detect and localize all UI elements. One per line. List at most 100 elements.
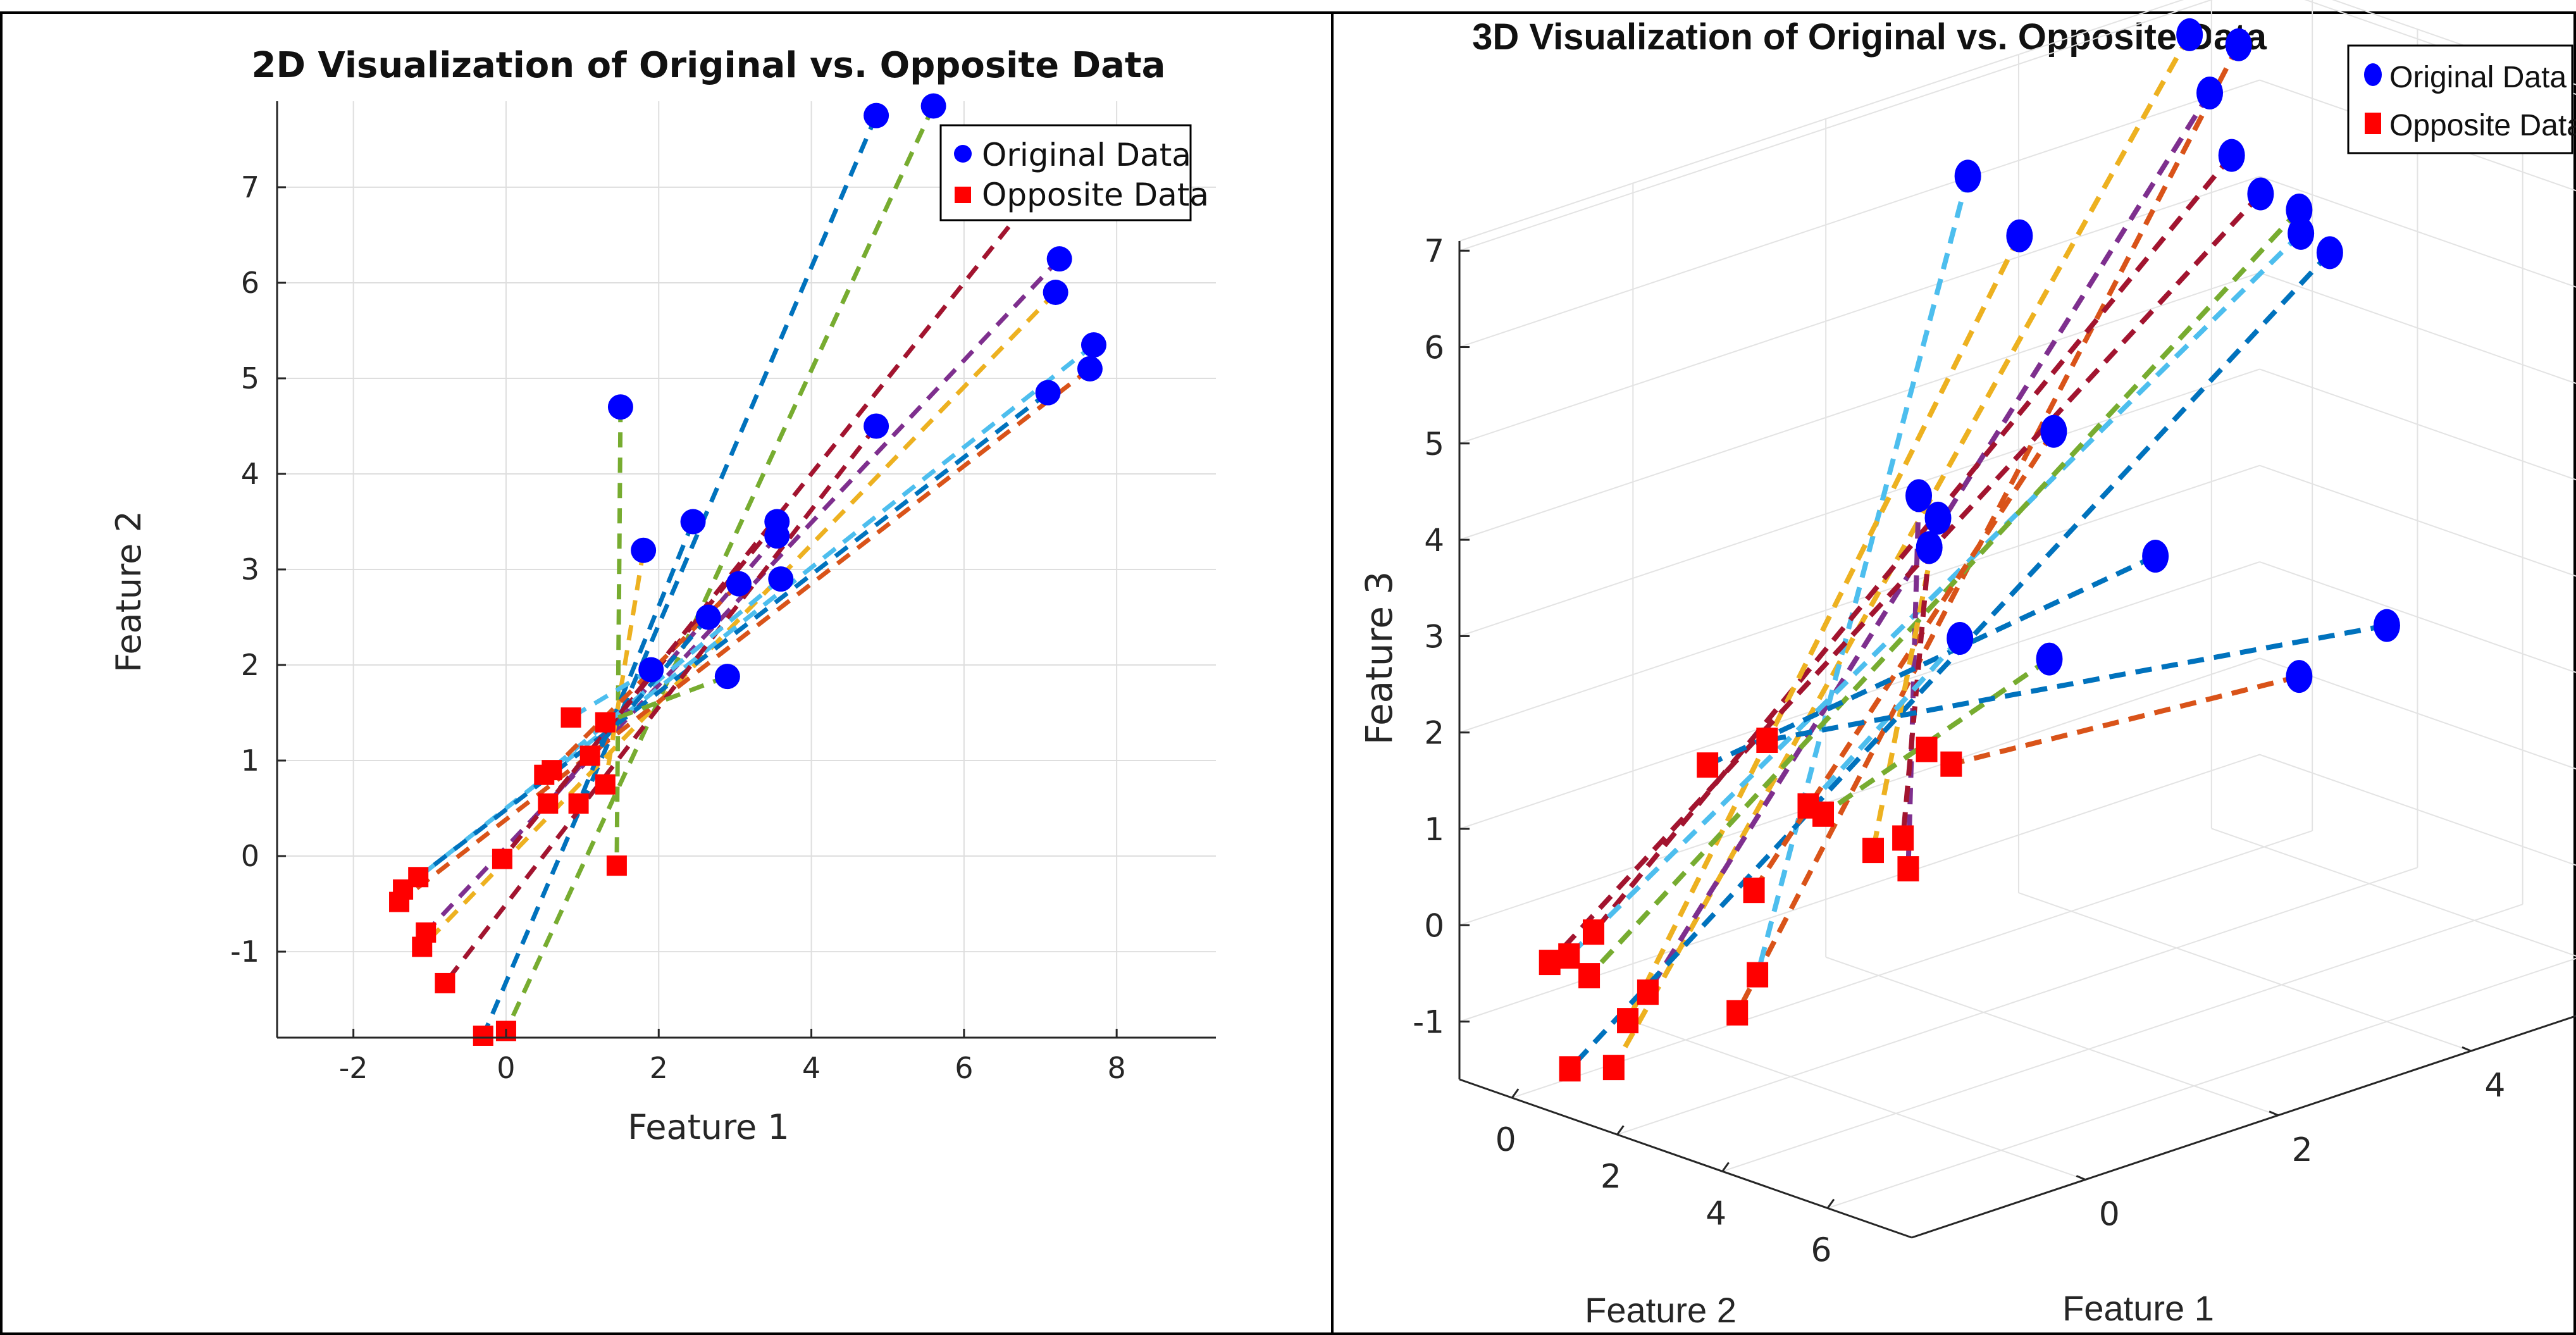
chart-3d-point-s1-9 (1747, 962, 1769, 988)
chart-3d-xtick-mark-1 (2269, 1110, 2279, 1117)
chart-3d-zlabel: Feature 3 (1358, 571, 1401, 745)
chart-3d-xaxis-line (1911, 1015, 2576, 1239)
chart-3d-grid-ywall-z-8 (1459, 0, 2213, 252)
chart-3d-ytick-mark-2 (1721, 1162, 1730, 1172)
chart-3d-point-s0-10 (2040, 414, 2067, 448)
chart-3d-ztick-label-1: 0 (1424, 907, 1444, 944)
chart-3d-legend-original-label: Original Data (2389, 61, 2567, 94)
chart-3d-xtick-label-1: 2 (2292, 1131, 2313, 1169)
chart-2d: 2D Visualization of Original vs. Opposit… (109, 45, 1216, 1147)
chart-2d-legend: Original Data Opposite Data (939, 124, 1209, 221)
chart-2d-grid (277, 101, 1216, 1038)
chart-2d-legend-box (939, 124, 1192, 221)
chart-2d-legend-original-marker (954, 145, 972, 163)
chart-3d-point-s0-8 (2286, 193, 2313, 227)
chart-3d-link-16 (1821, 657, 2051, 817)
chart-3d-grid-floor-x-3 (2211, 828, 2576, 957)
chart-2d-link-6 (417, 390, 1050, 879)
chart-3d-xtick-mark-0 (2076, 1175, 2086, 1181)
chart-2d-link-1 (504, 105, 936, 1032)
chart-2d-link-3 (420, 290, 1058, 948)
chart-2d-links (397, 105, 1096, 1037)
chart-2d-point-s0-6 (1035, 380, 1061, 406)
chart-2d-link-0 (481, 115, 879, 1037)
chart-3d-ztick-label-3: 2 (1424, 715, 1444, 752)
chart-3d-ytick-label-3: 6 (1811, 1231, 1831, 1269)
chart-2d-point-s1-9 (606, 855, 627, 876)
chart-2d-link-7 (443, 425, 878, 985)
chart-2d-xtick-label-2: 2 (650, 1051, 668, 1085)
chart-2d-point-s0-15 (695, 604, 721, 630)
chart-2d-point-s0-0 (864, 102, 889, 128)
chart-3d-link-8 (1587, 208, 2301, 978)
chart-3d-grid-xwall-z-2 (2259, 561, 2576, 673)
chart-2d-ytick-label-3: 2 (241, 648, 259, 682)
chart-3d-legend-opposite-label: Opposite Data (2389, 109, 2576, 142)
chart-2d-point-s0-13 (768, 566, 794, 592)
chart-2d-ticks: -2 0 2 4 6 8 -1 0 1 2 3 4 5 6 7 (230, 170, 1126, 1085)
chart-3d-point-s1-7 (1602, 1055, 1625, 1081)
chart-3d-point-s1-12 (1756, 728, 1778, 754)
chart-2d-ytick-label-1: 0 (241, 839, 259, 873)
chart-3d-point-s1-2 (1582, 919, 1604, 945)
chart-2d-point-s1-0 (473, 1025, 493, 1046)
chart-3d-grid-top-edge-1 (1459, 0, 2184, 242)
chart-2d-point-s0-3 (1043, 280, 1068, 306)
chart-3d-point-s0-9 (2316, 236, 2343, 270)
chart-3d-ztick-label-2: 1 (1424, 811, 1444, 848)
chart-3d-link-12 (1871, 518, 1941, 851)
chart-2d-ytick-label-6: 5 (241, 361, 259, 395)
chart-3d-link-18 (1950, 674, 2300, 767)
chart-3d-grid-floor-x-2 (2018, 892, 2472, 1052)
chart-3d: 3D Visualization of Original vs. Opposit… (1358, 0, 2576, 1330)
chart-3d-link-15 (1806, 636, 1962, 808)
chart-3d-grid-xwall-z-1 (2259, 657, 2576, 770)
chart-2d-ylabel: Feature 2 (109, 511, 149, 673)
chart-2d-xtick-label-0: -2 (339, 1051, 368, 1085)
chart-2d-xtick-label-3: 4 (802, 1051, 820, 1085)
chart-3d-ytick-label-0: 0 (1495, 1121, 1516, 1159)
chart-3d-point-s1-10 (1743, 878, 1765, 903)
chart-2d-ytick-label-0: -1 (230, 934, 259, 969)
chart-3d-grid-floor-y-0 (1511, 830, 2313, 1099)
chart-3d-grid-ywall-z-5 (1459, 272, 2260, 541)
chart-2d-link-15 (588, 616, 710, 757)
chart-3d-grid-xwall-z-7 (2259, 79, 2576, 192)
chart-2d-point-s0-4 (1081, 332, 1106, 358)
chart-3d-link-6 (1547, 192, 2263, 964)
chart-2d-point-s1-15 (595, 712, 616, 733)
chart-3d-grid-xwall-z-3 (2259, 464, 2576, 577)
chart-3d-ytick-label-2: 4 (1706, 1195, 1726, 1233)
chart-3d-ytick-mark-1 (1616, 1125, 1625, 1136)
chart-3d-grid-ywall-z-6 (1459, 175, 2260, 444)
chart-3d-link-13 (1900, 547, 1932, 838)
chart-3d-link-3 (1755, 175, 1971, 976)
chart-3d-link-14 (1706, 554, 2157, 767)
chart-3d-ticks: -10123456702460246 (1413, 233, 2505, 1269)
chart-3d-legend-opposite-marker (2365, 113, 2381, 134)
chart-2d-legend-original-label: Original Data (982, 137, 1191, 173)
chart-2d-xtick-label-4: 6 (955, 1051, 973, 1085)
chart-2d-point-s0-5 (1077, 356, 1103, 382)
chart-2d-point-s1-12 (568, 793, 589, 814)
chart-3d-point-s0-17 (2373, 609, 2400, 642)
chart-3d-point-s0-16 (2036, 642, 2063, 676)
chart-2d-title: 2D Visualization of Original vs. Opposit… (252, 45, 1166, 86)
chart-2d-xtick-label-1: 0 (497, 1051, 515, 1085)
chart-2d-points (389, 93, 1106, 1046)
chart-3d-point-s0-14 (2142, 540, 2169, 573)
chart-3d-point-s1-4 (1637, 979, 1659, 1005)
chart-3d-point-s0-1 (2225, 28, 2252, 61)
chart-3d-links (1547, 33, 2387, 1071)
chart-3d-grid-floor-x-1 (1825, 956, 2279, 1116)
chart-2d-link-5 (397, 367, 1092, 904)
chart-3d-link-5 (1625, 234, 2022, 1022)
chart-3d-link-7 (1567, 232, 2303, 958)
chart-2d-point-s1-17 (579, 745, 600, 766)
chart-3d-link-2 (1645, 91, 2212, 994)
chart-2d-point-s0-7 (864, 413, 889, 439)
chart-2d-point-s0-14 (726, 571, 752, 597)
chart-3d-grid-ywall-z-7 (1459, 79, 2260, 348)
